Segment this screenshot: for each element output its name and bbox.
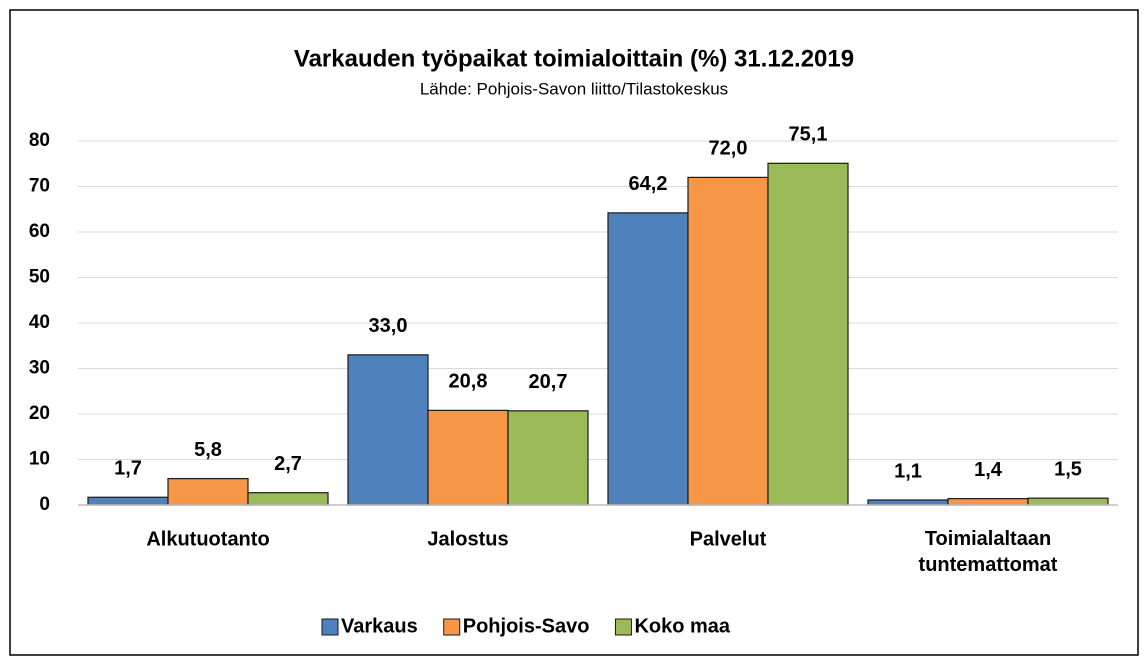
chart-border xyxy=(9,9,1139,656)
bar xyxy=(507,410,589,506)
y-tick-label: 60 xyxy=(29,221,50,242)
y-tick-label: 20 xyxy=(29,403,50,424)
data-label: 20,8 xyxy=(449,371,488,393)
data-label: 1,4 xyxy=(974,459,1003,481)
bar xyxy=(167,478,249,506)
bar xyxy=(767,162,849,506)
bar xyxy=(1027,497,1109,506)
data-label: 72,0 xyxy=(709,138,748,160)
bar xyxy=(247,492,329,506)
y-tick-label: 0 xyxy=(39,494,50,515)
y-tick-label: 10 xyxy=(29,449,50,470)
x-tick-label: Alkutuotanto xyxy=(146,528,269,550)
y-tick-label: 40 xyxy=(29,312,50,333)
chart-subtitle: Lähde: Pohjois-Savon liitto/Tilastokesku… xyxy=(420,79,728,98)
bar xyxy=(427,409,509,506)
chart-title: Varkauden työpaikat toimialoittain (%) 3… xyxy=(294,45,854,72)
bar xyxy=(87,496,169,506)
data-label: 5,8 xyxy=(194,439,222,461)
bar xyxy=(867,499,949,506)
bar xyxy=(947,498,1029,506)
data-label: 1,7 xyxy=(114,458,142,480)
legend-swatch xyxy=(443,618,461,636)
y-tick-label: 30 xyxy=(29,358,50,379)
data-label: 75,1 xyxy=(789,124,828,146)
data-label: 33,0 xyxy=(369,315,408,337)
x-tick-label: Jalostus xyxy=(427,528,508,550)
data-label: 2,7 xyxy=(274,453,302,475)
bar xyxy=(347,354,429,506)
legend-label: Koko maa xyxy=(634,615,730,637)
bar xyxy=(607,212,689,506)
legend-label: Varkaus xyxy=(341,615,418,637)
data-label: 64,2 xyxy=(629,173,668,195)
y-tick-label: 80 xyxy=(29,130,50,151)
data-label: 1,1 xyxy=(894,460,922,482)
data-label: 1,5 xyxy=(1054,458,1082,480)
legend-swatch xyxy=(321,618,339,636)
bar xyxy=(687,176,769,506)
legend-swatch xyxy=(614,618,632,636)
data-label: 20,7 xyxy=(529,371,568,393)
x-tick-label: Toimialaltaan tuntemattomat xyxy=(919,528,1058,576)
x-tick-label: Palvelut xyxy=(690,528,767,550)
y-tick-label: 70 xyxy=(29,176,50,197)
y-tick-label: 50 xyxy=(29,267,50,288)
legend-label: Pohjois-Savo xyxy=(463,615,590,637)
